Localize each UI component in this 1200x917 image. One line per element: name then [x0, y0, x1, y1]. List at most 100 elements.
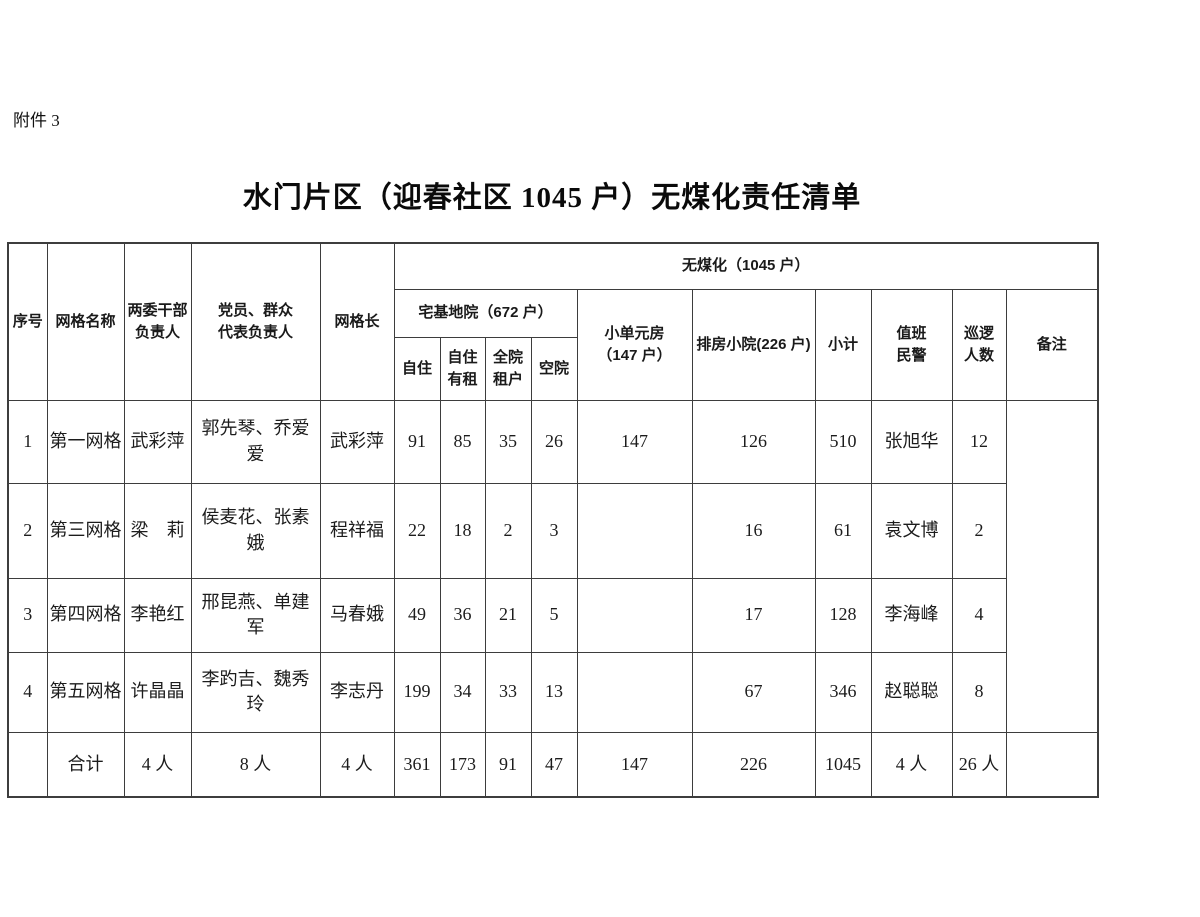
- header-row-1: 序号 网格名称 两委干部 负责人 党员、群众 代表负责人 网格长 无煤化（104…: [7, 242, 1099, 401]
- total-cell-small-unit-housing: 147: [576, 731, 693, 798]
- header-no-coal-group: 无煤化（1045 户）: [393, 242, 1099, 290]
- cell-row-housing: 16: [691, 482, 816, 579]
- header-party-reps: 党员、群众 代表负责人: [190, 242, 321, 401]
- table-row: 4 第五网格 许晶晶 李趵吉、魏秀玲 李志丹 199 34 33 13 67 346 赵聪聪 8: [7, 651, 1098, 733]
- cell-whole-yard-tenant: 21: [484, 577, 532, 653]
- header-grid-name: 网格名称: [46, 242, 125, 401]
- cell-whole-yard-tenant: 33: [484, 651, 532, 733]
- cell-cadre: 武彩萍: [123, 399, 192, 484]
- cell-subtotal: 510: [814, 399, 872, 484]
- attachment-label: 附件 3: [13, 111, 60, 130]
- cell-subtotal: 61: [814, 482, 872, 579]
- header-row-2: 宅基地院（672 户） 小单元房 （147 户） 排房小院(226 户) 小计 …: [8, 288, 1099, 401]
- total-cell-remarks: [1005, 731, 1099, 798]
- cell-grid-name: 第三网格: [46, 482, 125, 579]
- cell-grid-name: 第一网格: [46, 399, 125, 484]
- header-self-occupied-rented: 自住 有租: [439, 336, 486, 401]
- cell-patrol-count: 2: [951, 482, 1007, 579]
- header-row-3: 自住 自住 有租 全院 租户 空院: [8, 336, 1098, 401]
- header-duty-police: 值班 民警: [870, 288, 953, 401]
- cell-cadre: 李艳红: [123, 577, 192, 653]
- header-patrol-count: 巡逻 人数: [951, 288, 1007, 401]
- cell-duty-police: 张旭华: [870, 399, 953, 484]
- cell-row-housing: 126: [691, 399, 816, 484]
- cell-cadre: 许晶晶: [123, 651, 192, 733]
- table-body: 1 第一网格 武彩萍 郭先琴、乔爱爱 武彩萍 91 85 35 26 147 126 510 张旭华 12…: [7, 399, 1099, 798]
- cell-remarks-merged: [1005, 399, 1099, 733]
- table-header: 序号 网格名称 两委干部 负责人 党员、群众 代表负责人 网格长 无煤化（104…: [7, 242, 1099, 401]
- header-seq: 序号: [7, 242, 48, 401]
- cell-subtotal: 346: [814, 651, 872, 733]
- header-whole-yard-tenant: 全院 租户: [484, 336, 532, 401]
- table-row: 3 第四网格 李艳红 邢昆燕、单建军 马春娥 49 36 21 5 17 128 李海峰 4: [7, 577, 1098, 653]
- page-title: 水门片区（迎春社区 1045 户）无煤化责任清单: [242, 182, 862, 214]
- cell-grid-leader: 马春娥: [319, 577, 395, 653]
- cell-empty-yard: 5: [530, 577, 578, 653]
- cell-patrol-count: 4: [951, 577, 1007, 653]
- cell-empty-yard: 26: [530, 399, 578, 484]
- document-page: 附件 3 水门片区（迎春社区 1045 户）无煤化责任清单 序号 网格名称 两委…: [7, 111, 1100, 798]
- cell-seq: 3: [7, 577, 48, 653]
- cell-seq: 2: [7, 482, 48, 579]
- total-cell-grid-leader: 4 人: [319, 731, 395, 798]
- header-grid-leader: 网格长: [319, 242, 395, 401]
- header-cadre: 两委干部 负责人: [123, 242, 192, 401]
- cell-empty-yard: 3: [530, 482, 578, 579]
- cell-party-reps: 邢昆燕、单建军: [190, 577, 321, 653]
- cell-row-housing: 67: [691, 651, 816, 733]
- total-cell-patrol-count: 26 人: [951, 731, 1007, 798]
- header-homestead-group: 宅基地院（672 户）: [393, 288, 578, 338]
- header-row-housing: 排房小院(226 户): [691, 288, 816, 401]
- total-cell-cadre: 4 人: [123, 731, 192, 798]
- total-cell-subtotal: 1045: [814, 731, 872, 798]
- cell-grid-name: 第五网格: [46, 651, 125, 733]
- cell-cadre: 梁 莉: [123, 482, 192, 579]
- cell-small-unit-housing: [576, 651, 693, 733]
- cell-party-reps: 侯麦花、张素娥: [190, 482, 321, 579]
- cell-small-unit-housing: [576, 482, 693, 579]
- total-cell-seq: [7, 731, 48, 798]
- cell-self-occupied: 49: [393, 577, 441, 653]
- cell-self-occupied-rented: 85: [439, 399, 486, 484]
- cell-duty-police: 李海峰: [870, 577, 953, 653]
- cell-self-occupied: 199: [393, 651, 441, 733]
- cell-party-reps: 郭先琴、乔爱爱: [190, 399, 321, 484]
- cell-self-occupied: 22: [393, 482, 441, 579]
- cell-small-unit-housing: 147: [576, 399, 693, 484]
- total-cell-party-reps: 8 人: [190, 731, 321, 798]
- cell-whole-yard-tenant: 35: [484, 399, 532, 484]
- header-small-unit-housing: 小单元房 （147 户）: [576, 288, 693, 401]
- cell-subtotal: 128: [814, 577, 872, 653]
- header-subtotal: 小计: [814, 288, 872, 401]
- header-self-occupied: 自住: [393, 336, 441, 401]
- total-cell-self-occupied-rented: 173: [439, 731, 486, 798]
- cell-grid-leader: 李志丹: [319, 651, 395, 733]
- cell-patrol-count: 12: [951, 399, 1007, 484]
- cell-grid-leader: 武彩萍: [319, 399, 395, 484]
- cell-duty-police: 袁文博: [870, 482, 953, 579]
- total-cell-empty-yard: 47: [530, 731, 578, 798]
- total-cell-whole-yard-tenant: 91: [484, 731, 532, 798]
- cell-seq: 4: [7, 651, 48, 733]
- cell-small-unit-housing: [576, 577, 693, 653]
- total-cell-grid-name: 合计: [46, 731, 125, 798]
- cell-patrol-count: 8: [951, 651, 1007, 733]
- cell-self-occupied: 91: [393, 399, 441, 484]
- cell-self-occupied-rented: 34: [439, 651, 486, 733]
- cell-grid-name: 第四网格: [46, 577, 125, 653]
- cell-row-housing: 17: [691, 577, 816, 653]
- header-empty-yard: 空院: [530, 336, 578, 401]
- table-row: 2 第三网格梁 莉侯麦花、张素娥 程祥福 22 18 2 3 16 61 袁文博 2: [7, 482, 1098, 579]
- cell-grid-leader: 程祥福: [319, 482, 395, 579]
- responsibility-table: 序号 网格名称 两委干部 负责人 党员、群众 代表负责人 网格长 无煤化（104…: [7, 242, 1100, 798]
- table-row: 1 第一网格 武彩萍 郭先琴、乔爱爱 武彩萍 91 85 35 26 147 126 510 张旭华 12: [7, 399, 1099, 733]
- cell-whole-yard-tenant: 2: [484, 482, 532, 579]
- cell-empty-yard: 13: [530, 651, 578, 733]
- header-remarks: 备注: [1005, 288, 1099, 401]
- total-cell-row-housing: 226: [691, 731, 816, 798]
- cell-self-occupied-rented: 36: [439, 577, 486, 653]
- cell-self-occupied-rented: 18: [439, 482, 486, 579]
- cell-duty-police: 赵聪聪: [870, 651, 953, 733]
- total-cell-duty-police: 4 人: [870, 731, 953, 798]
